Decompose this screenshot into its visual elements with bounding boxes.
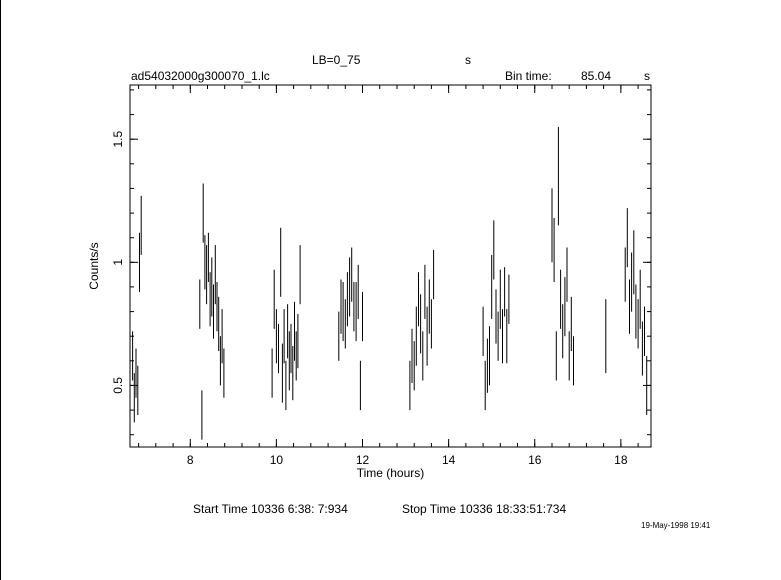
x-tick-label: 14 bbox=[442, 453, 456, 467]
bin-time-label: Bin time: bbox=[505, 69, 552, 83]
plot-timestamp: 19-May-1998 19:41 bbox=[641, 521, 711, 530]
x-axis-label: Time (hours) bbox=[357, 466, 425, 480]
stop-time: Stop Time 10336 18:33:51:734 bbox=[402, 502, 567, 516]
filename: ad54032000g300070_1.lc bbox=[131, 69, 270, 83]
axes: 8 10 12 14 16 18 0.5 1 1.5 Time (hours) Counts/s bbox=[87, 84, 652, 480]
x-tick-label: 16 bbox=[528, 453, 542, 467]
x-tick-label: 10 bbox=[270, 453, 284, 467]
lb-unit: s bbox=[465, 53, 471, 67]
y-tick-label: 1 bbox=[111, 259, 125, 266]
y-tick-label: 1.5 bbox=[111, 131, 125, 148]
bin-time-unit: s bbox=[644, 69, 650, 83]
window-edge bbox=[0, 0, 1, 580]
y-tick-label: 0.5 bbox=[111, 377, 125, 394]
x-tick-label: 12 bbox=[356, 453, 370, 467]
x-tick-label: 8 bbox=[187, 453, 194, 467]
x-tick-label: 18 bbox=[614, 453, 628, 467]
y-axis-label: Counts/s bbox=[87, 242, 101, 289]
start-time: Start Time 10336 6:38: 7:934 bbox=[193, 502, 348, 516]
lb-label: LB=0_75 bbox=[312, 53, 361, 67]
plot-frame bbox=[129, 84, 652, 448]
data-points bbox=[132, 126, 648, 440]
bin-time-value: 85.04 bbox=[581, 69, 612, 83]
